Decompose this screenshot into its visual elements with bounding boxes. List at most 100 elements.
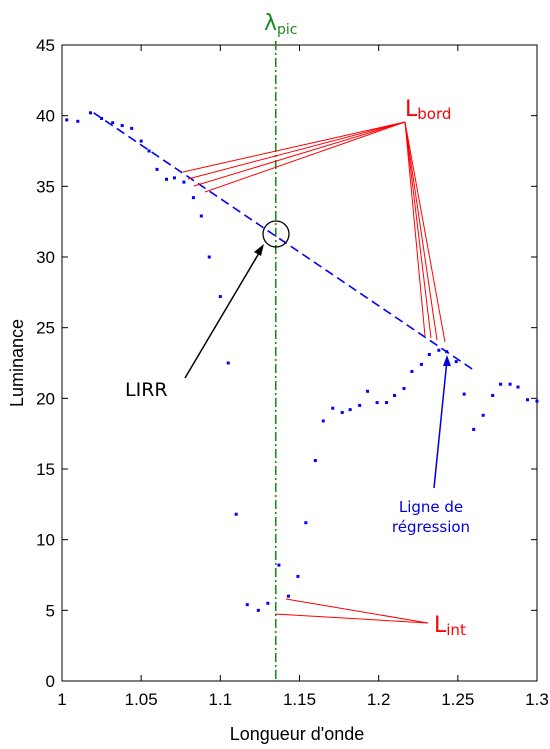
data-point xyxy=(454,360,458,364)
data-point xyxy=(120,124,124,128)
y-tick-label: 45 xyxy=(36,36,55,55)
lint-pointer-2 xyxy=(274,613,429,624)
data-point xyxy=(304,521,308,525)
lbord-label-main: L xyxy=(405,97,418,122)
data-point xyxy=(313,459,317,463)
data-point xyxy=(410,369,414,373)
data-point xyxy=(89,111,92,115)
data-point xyxy=(266,601,270,605)
regression-arrowhead xyxy=(443,355,451,366)
data-point xyxy=(445,350,449,354)
data-point xyxy=(172,176,176,180)
lbord-pointer-8 xyxy=(404,121,446,343)
data-point xyxy=(499,382,503,386)
data-point xyxy=(191,196,195,200)
lbord-pointer-5 xyxy=(404,121,426,337)
data-point xyxy=(199,214,203,218)
data-point xyxy=(256,608,260,612)
plot-area xyxy=(61,44,538,682)
lbord-pointer-lines xyxy=(182,121,446,343)
lbord-pointer-6 xyxy=(404,121,432,339)
lirr-arrowhead xyxy=(254,244,264,256)
lirr-arrow xyxy=(184,247,263,379)
peak-label-main: λ xyxy=(264,11,277,36)
x-tick-label: 1.25 xyxy=(441,690,474,709)
lbord-label: Lbord xyxy=(405,97,451,123)
data-points xyxy=(65,111,539,612)
y-tick-label: 25 xyxy=(36,319,55,338)
lirr-label: LIRR xyxy=(125,379,168,401)
data-point xyxy=(348,408,352,412)
data-point xyxy=(234,512,238,516)
lbord-pointer-4 xyxy=(204,121,406,193)
lbord-pointer-7 xyxy=(404,121,438,341)
data-point xyxy=(472,427,476,431)
lbord-pointer-2 xyxy=(187,121,406,180)
y-tick-label: 40 xyxy=(36,107,55,126)
lint-label-sub: int xyxy=(446,621,466,639)
lint-pointer-1 xyxy=(285,598,429,624)
x-tick-label: 1.2 xyxy=(367,690,391,709)
data-point xyxy=(321,419,325,423)
regression-label-line2: régression xyxy=(392,518,470,536)
x-tick-label: 1.3 xyxy=(525,690,549,709)
data-point xyxy=(139,139,143,143)
data-point xyxy=(402,386,406,390)
y-tick-label: 5 xyxy=(46,601,55,620)
data-point xyxy=(491,394,495,398)
data-point xyxy=(427,353,431,357)
peak-label-sub: pic xyxy=(277,22,297,38)
data-point xyxy=(296,574,300,578)
data-point xyxy=(286,594,290,598)
data-point xyxy=(100,116,104,120)
lint-label-main: L xyxy=(434,613,447,638)
lirr-circle xyxy=(262,220,290,248)
y-axis-ticks: 0 5 10 15 20 25 30 35 40 45 xyxy=(36,36,537,691)
y-tick-label: 0 xyxy=(46,672,55,691)
lbord-pointer-1 xyxy=(182,121,406,173)
regression-arrow xyxy=(433,359,448,489)
data-point xyxy=(182,180,186,184)
data-point xyxy=(385,401,389,405)
regression-label-line1: Ligne de xyxy=(399,498,463,516)
data-point xyxy=(218,295,222,299)
lbord-pointer-3 xyxy=(193,121,406,187)
x-axis-title: Longueur d'onde xyxy=(230,724,365,744)
data-point xyxy=(111,121,115,125)
data-point xyxy=(245,603,249,607)
lint-pointer-lines xyxy=(274,598,429,624)
y-tick-label: 10 xyxy=(36,531,55,550)
y-axis-title: Luminance xyxy=(7,319,27,407)
data-point xyxy=(419,362,423,366)
x-tick-label: 1 xyxy=(57,690,66,709)
data-point xyxy=(76,119,80,123)
lint-label: Lint xyxy=(434,613,466,639)
data-point xyxy=(65,118,69,122)
x-tick-label: 1.15 xyxy=(283,690,316,709)
data-point xyxy=(535,399,539,403)
data-point xyxy=(462,392,466,396)
x-axis-ticks: 1 1.05 1.1 1.15 1.2 1.25 1.3 xyxy=(57,45,549,709)
data-point xyxy=(526,398,529,402)
data-point xyxy=(481,413,485,417)
peak-wavelength-label: λpic xyxy=(264,11,298,38)
data-point xyxy=(130,126,134,130)
data-point xyxy=(226,361,230,365)
data-point xyxy=(207,255,211,259)
data-point xyxy=(331,406,335,410)
data-point xyxy=(165,177,168,181)
data-point xyxy=(340,410,344,414)
lbord-label-sub: bord xyxy=(417,105,451,123)
data-point xyxy=(358,403,362,407)
data-point xyxy=(277,563,281,567)
data-point xyxy=(366,389,370,393)
data-point xyxy=(516,385,520,389)
data-point xyxy=(155,167,159,171)
data-point xyxy=(437,348,441,352)
y-tick-label: 20 xyxy=(36,389,55,408)
data-point xyxy=(393,394,396,398)
data-point xyxy=(508,382,512,386)
y-tick-label: 35 xyxy=(36,177,55,196)
x-tick-label: 1.1 xyxy=(209,690,233,709)
